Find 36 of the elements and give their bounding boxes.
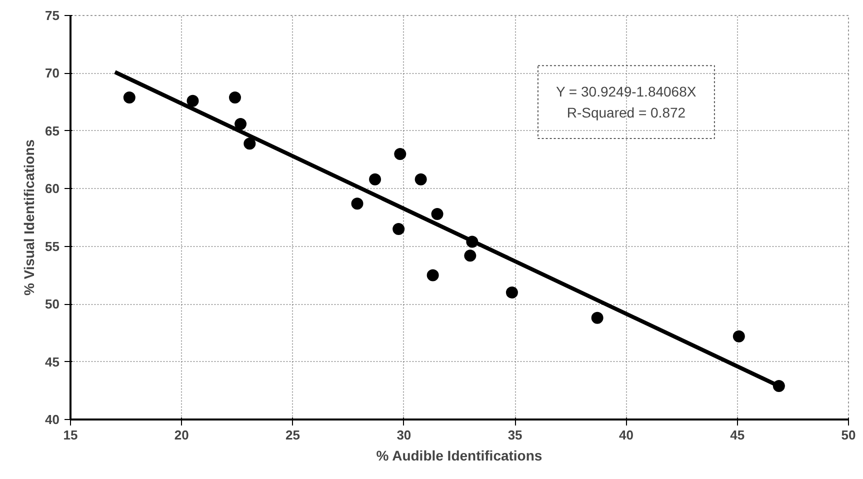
x-tick-label: 20	[174, 428, 189, 442]
x-tick-label: 35	[508, 428, 522, 442]
y-tick-label: 65	[45, 123, 60, 138]
point	[426, 269, 439, 282]
point	[506, 286, 518, 299]
y-tick-label: 45	[45, 354, 60, 370]
x-axis-title: % Audible Identifications	[376, 448, 542, 464]
point	[123, 91, 136, 104]
x-tick-label: 50	[841, 428, 856, 442]
y-tick-label: 50	[45, 296, 60, 312]
point	[234, 118, 247, 130]
x-tick-label: 45	[730, 428, 745, 442]
y-tick-label: 75	[45, 8, 60, 23]
point	[244, 138, 256, 150]
y-tick-label: 40	[45, 412, 60, 427]
x-tick-label: 15	[63, 428, 78, 442]
y-tick-label: 70	[45, 66, 60, 81]
point	[591, 312, 604, 324]
point	[414, 173, 427, 186]
x-tick-label: 30	[396, 428, 412, 442]
y-axis-title: % Visual Identifications	[21, 139, 38, 296]
point	[431, 208, 444, 220]
y-tick-label: 60	[45, 181, 60, 196]
point	[369, 173, 382, 186]
annotation: Y = 30.9249-1.84068X	[556, 84, 697, 100]
point	[392, 223, 405, 236]
point	[186, 94, 199, 107]
point	[228, 91, 241, 104]
point	[464, 250, 476, 262]
x-tick-label: 25	[286, 428, 300, 442]
annotation: R-Squared = 0.872	[566, 104, 686, 120]
point	[351, 198, 364, 210]
y-tick-label: 55	[45, 238, 60, 254]
point	[394, 148, 406, 160]
x-tick-label: 40	[618, 428, 634, 442]
point	[732, 330, 745, 342]
